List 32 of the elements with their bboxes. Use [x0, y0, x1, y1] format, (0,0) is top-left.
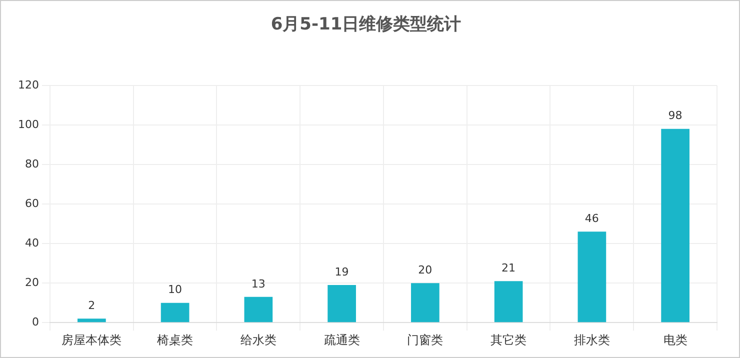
- y-tick-label: 60: [24, 196, 39, 210]
- bar: [160, 302, 190, 322]
- x-tick-label: 椅桌类: [157, 332, 194, 347]
- y-tick-label: 80: [24, 157, 39, 170]
- bar: [494, 281, 523, 322]
- y-tick-label: 40: [24, 236, 39, 250]
- data-label: 46: [584, 212, 599, 226]
- data-label: 21: [502, 261, 516, 274]
- data-label: 98: [668, 109, 682, 122]
- bar: [411, 283, 440, 322]
- data-label: 10: [168, 283, 182, 296]
- bar: [78, 318, 106, 322]
- bar: [578, 232, 606, 322]
- bar: [661, 128, 690, 322]
- y-tick-label: 100: [18, 118, 39, 131]
- data-label: 2: [88, 299, 96, 312]
- x-tick-label: 房屋本体类: [62, 332, 122, 347]
- data-label: 19: [334, 265, 349, 278]
- x-tick-label: 电类: [663, 332, 688, 347]
- x-tick-label: 排水类: [574, 332, 610, 347]
- bar: [328, 285, 356, 322]
- x-tick-label: 疏通类: [324, 332, 360, 347]
- data-label: 13: [251, 277, 266, 290]
- bar: [244, 296, 273, 322]
- y-tick-label: 0: [32, 315, 39, 328]
- data-label: 20: [418, 263, 432, 276]
- y-tick-label: 20: [24, 276, 39, 289]
- y-tick-label: 120: [18, 78, 39, 92]
- x-tick-label: 其它类: [490, 332, 527, 347]
- x-tick-label: 门窗类: [407, 332, 444, 347]
- x-tick-label: 给水类: [240, 332, 276, 347]
- chart-title: 6月5-11日维修类型统计: [270, 14, 462, 35]
